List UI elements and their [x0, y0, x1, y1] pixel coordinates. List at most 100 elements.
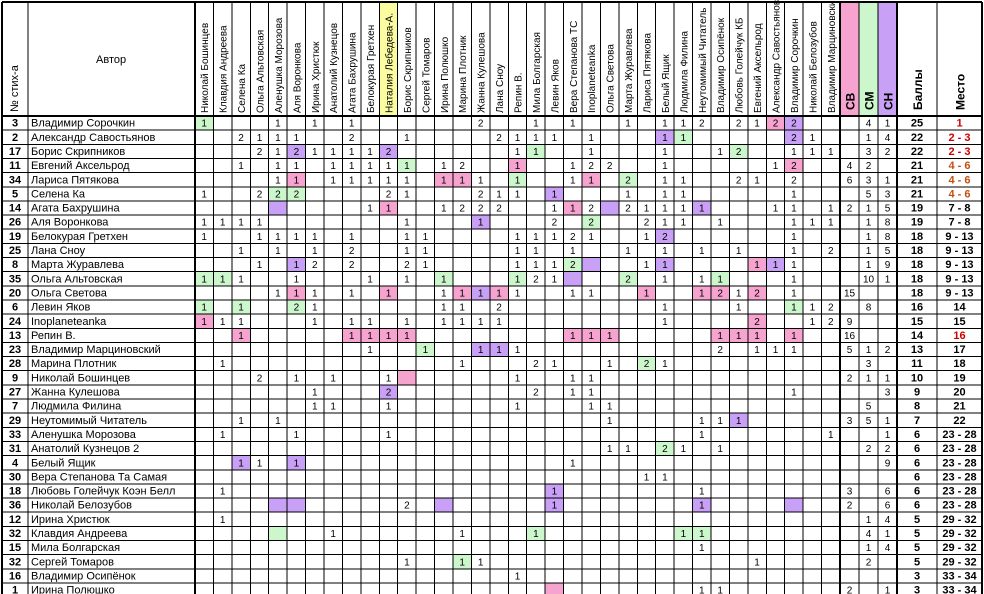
vote-value: 1: [312, 317, 318, 328]
score-value: 18: [911, 259, 923, 271]
cell-highlight: [674, 526, 693, 541]
vote-value: 1: [386, 161, 392, 172]
cell-highlight: [416, 342, 435, 357]
vote-value: 1: [552, 359, 558, 370]
vote-value: 1: [404, 133, 410, 144]
vote-value: 2: [570, 232, 576, 243]
vote-value: 1: [478, 317, 484, 328]
score-value: 19: [911, 217, 923, 229]
num-column-header: № стих-а: [9, 64, 21, 112]
vote-value: 1: [238, 303, 244, 314]
vote-value: 1: [275, 246, 281, 257]
author-name: Репин В.: [31, 330, 76, 342]
vote-value: 1: [201, 274, 207, 285]
vote-value: 1: [681, 133, 687, 144]
vote-value: 1: [717, 416, 723, 427]
category-count: 3: [885, 189, 891, 200]
poem-number: 11: [9, 160, 21, 172]
category-count: 3: [847, 487, 853, 498]
cell-highlight: [287, 455, 306, 470]
category-count: 5: [885, 246, 891, 257]
author-name: Владимир Марциновский: [31, 344, 161, 356]
vote-value: 1: [588, 288, 594, 299]
vote-value: 1: [367, 317, 373, 328]
cell-highlight: [471, 215, 490, 230]
vote-value: 1: [294, 133, 300, 144]
author-name: Владимир Осипёнок: [31, 570, 136, 582]
vote-value: 1: [515, 189, 521, 200]
vote-value: 1: [312, 303, 318, 314]
vote-value: 1: [404, 557, 410, 568]
vote-value: 1: [330, 402, 336, 413]
cell-highlight: [655, 441, 675, 456]
vote-value: 1: [552, 189, 558, 200]
vote-value: 1: [625, 444, 631, 455]
score-value: 11: [911, 358, 923, 370]
vote-value: 1: [459, 557, 465, 568]
cell-highlight: [508, 158, 527, 173]
vote-value: 2: [588, 204, 594, 215]
cell-highlight: [379, 285, 398, 300]
vote-value: 1: [404, 161, 410, 172]
reviewer-column-header: Неутомимый Читатель: [698, 8, 709, 113]
author-name: Левин Яков: [31, 302, 90, 314]
vote-value: 1: [201, 303, 207, 314]
cell-highlight: [195, 271, 214, 286]
vote-value: 1: [791, 260, 797, 271]
place-column-header: Место: [954, 74, 968, 110]
vote-value: 1: [570, 175, 576, 186]
vote-value: 2: [257, 147, 263, 158]
category-count: 1: [885, 430, 891, 441]
vote-value: 1: [570, 204, 576, 215]
vote-value: 1: [275, 232, 281, 243]
cell-highlight: [489, 285, 509, 300]
cell-highlight: [268, 526, 288, 541]
cell-highlight: [268, 200, 288, 216]
category-count: 1: [885, 119, 891, 130]
vote-value: 1: [552, 501, 558, 512]
poem-number: 17: [9, 146, 21, 158]
vote-value: 1: [662, 246, 668, 257]
category-count: 3: [866, 175, 872, 186]
vote-value: 2: [349, 260, 355, 271]
reviewer-column-header: Владимир Марциновский: [827, 0, 838, 113]
category-count: 1: [866, 204, 872, 215]
poem-number: 1: [12, 585, 18, 594]
vote-value: 2: [791, 175, 797, 186]
place-value: 4 - 6: [948, 160, 970, 172]
vote-value: 1: [496, 288, 502, 299]
vote-value: 1: [662, 133, 668, 144]
vote-value: 2: [625, 274, 631, 285]
vote-value: 1: [754, 175, 760, 186]
vote-value: 1: [386, 402, 392, 413]
reviewer-column-header: Николай Белозубов: [807, 21, 819, 113]
vote-value: 1: [773, 345, 779, 356]
author-name: Мила Болгарская: [31, 542, 120, 554]
vote-value: 1: [736, 416, 742, 427]
reviewer-column-header: Любовь Голейчук КБ: [734, 17, 746, 113]
reviewer-column-header: Вера Степанова ТС: [569, 21, 580, 113]
vote-value: 1: [312, 288, 318, 299]
vote-value: 1: [330, 147, 336, 158]
category-count: 6: [885, 487, 891, 498]
cell-highlight: [195, 299, 214, 315]
vote-value: 1: [791, 204, 797, 215]
vote-value: 2: [736, 119, 742, 130]
category-count: 9: [847, 317, 853, 328]
cell-highlight: [545, 483, 564, 499]
category-count: 8: [885, 218, 891, 229]
vote-value: 1: [699, 430, 705, 441]
vote-value: 1: [662, 189, 668, 200]
cell-highlight: [563, 257, 582, 272]
author-name: Агата Бахрушина: [31, 203, 120, 215]
cell-highlight: [747, 285, 767, 300]
vote-value: 1: [423, 246, 429, 257]
cell-highlight: [508, 271, 527, 286]
poem-number: 3: [12, 118, 18, 130]
vote-value: 1: [257, 133, 263, 144]
category-count: 16: [844, 331, 856, 342]
reviewer-column-header: Селена Ка: [237, 63, 248, 113]
vote-value: 1: [570, 246, 576, 257]
cell-highlight: [342, 328, 361, 343]
vote-value: 1: [588, 147, 594, 158]
